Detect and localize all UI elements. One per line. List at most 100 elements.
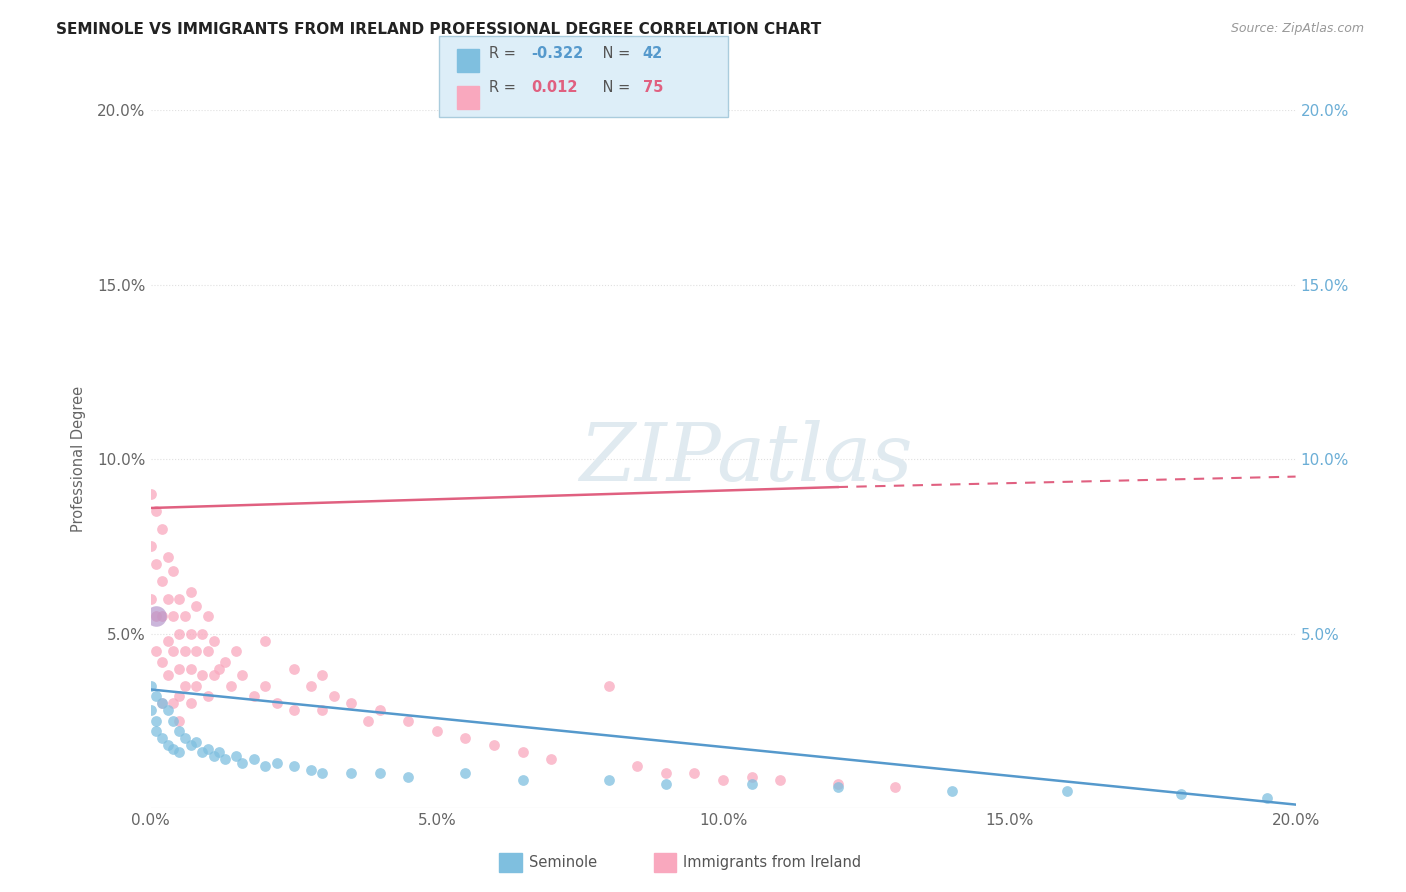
Point [180, 661, 202, 675]
Point [266, 756, 288, 770]
Point [197, 741, 219, 756]
Point [150, 609, 173, 624]
Point [1256, 790, 1278, 805]
Point [242, 690, 264, 704]
Point [512, 745, 534, 759]
Point [162, 697, 184, 711]
Point [254, 679, 277, 693]
Point [145, 724, 167, 739]
Point [208, 661, 231, 675]
Point [741, 770, 763, 784]
Point [191, 668, 214, 682]
Text: Immigrants from Ireland: Immigrants from Ireland [683, 855, 862, 870]
Text: Source: ZipAtlas.com: Source: ZipAtlas.com [1230, 22, 1364, 36]
Point [197, 690, 219, 704]
Point [368, 766, 391, 780]
Point [655, 777, 678, 791]
Point [827, 777, 849, 791]
Point [139, 540, 162, 554]
Point [145, 714, 167, 728]
Point [311, 766, 333, 780]
Text: -0.322: -0.322 [531, 45, 583, 61]
Point [1170, 787, 1192, 801]
Point [150, 574, 173, 589]
Point [254, 633, 277, 648]
Point [214, 655, 236, 669]
Point [167, 626, 190, 640]
Text: 42: 42 [643, 45, 662, 61]
Point [145, 504, 167, 518]
Point [711, 773, 734, 788]
Point [162, 644, 184, 658]
Point [156, 739, 179, 753]
Point [174, 644, 197, 658]
Point [150, 731, 173, 746]
Point [167, 724, 190, 739]
Point [941, 783, 963, 797]
Point [202, 748, 225, 763]
Point [340, 697, 363, 711]
Point [655, 766, 678, 780]
Point [202, 633, 225, 648]
Point [482, 739, 505, 753]
Point [145, 609, 167, 624]
Point [145, 609, 167, 624]
Point [1056, 783, 1078, 797]
Point [150, 697, 173, 711]
Point [454, 731, 477, 746]
Point [283, 759, 305, 773]
Point [322, 690, 344, 704]
Point [150, 697, 173, 711]
Point [191, 626, 214, 640]
Point [162, 564, 184, 578]
Point [242, 752, 264, 766]
Point [180, 739, 202, 753]
Point [340, 766, 363, 780]
Point [254, 759, 277, 773]
Point [741, 777, 763, 791]
Point [512, 773, 534, 788]
Point [299, 763, 322, 777]
Point [396, 714, 419, 728]
Point [145, 557, 167, 571]
Point [167, 591, 190, 606]
Point [186, 735, 208, 749]
Point [180, 626, 202, 640]
Point [145, 644, 167, 658]
Point [180, 697, 202, 711]
Point [167, 714, 190, 728]
Point [197, 609, 219, 624]
Point [225, 644, 247, 658]
Point [225, 748, 247, 763]
Text: R =: R = [489, 80, 520, 95]
Point [162, 609, 184, 624]
Point [540, 752, 562, 766]
Text: SEMINOLE VS IMMIGRANTS FROM IRELAND PROFESSIONAL DEGREE CORRELATION CHART: SEMINOLE VS IMMIGRANTS FROM IRELAND PROF… [56, 22, 821, 37]
Point [174, 679, 197, 693]
Point [231, 668, 253, 682]
Point [167, 745, 190, 759]
Point [145, 690, 167, 704]
Point [311, 668, 333, 682]
Point [769, 773, 792, 788]
Point [139, 487, 162, 501]
Point [598, 773, 620, 788]
Text: N =: N = [598, 45, 634, 61]
Text: 75: 75 [643, 80, 662, 95]
Text: 0.012: 0.012 [531, 80, 578, 95]
Point [202, 668, 225, 682]
Point [299, 679, 322, 693]
Point [139, 703, 162, 717]
Point [396, 770, 419, 784]
Point [683, 766, 706, 780]
Point [219, 679, 242, 693]
Point [150, 522, 173, 536]
Point [156, 633, 179, 648]
Point [139, 679, 162, 693]
Point [283, 661, 305, 675]
Text: R =: R = [489, 45, 520, 61]
Point [186, 644, 208, 658]
Point [156, 591, 179, 606]
Point [139, 591, 162, 606]
Text: N =: N = [598, 80, 634, 95]
